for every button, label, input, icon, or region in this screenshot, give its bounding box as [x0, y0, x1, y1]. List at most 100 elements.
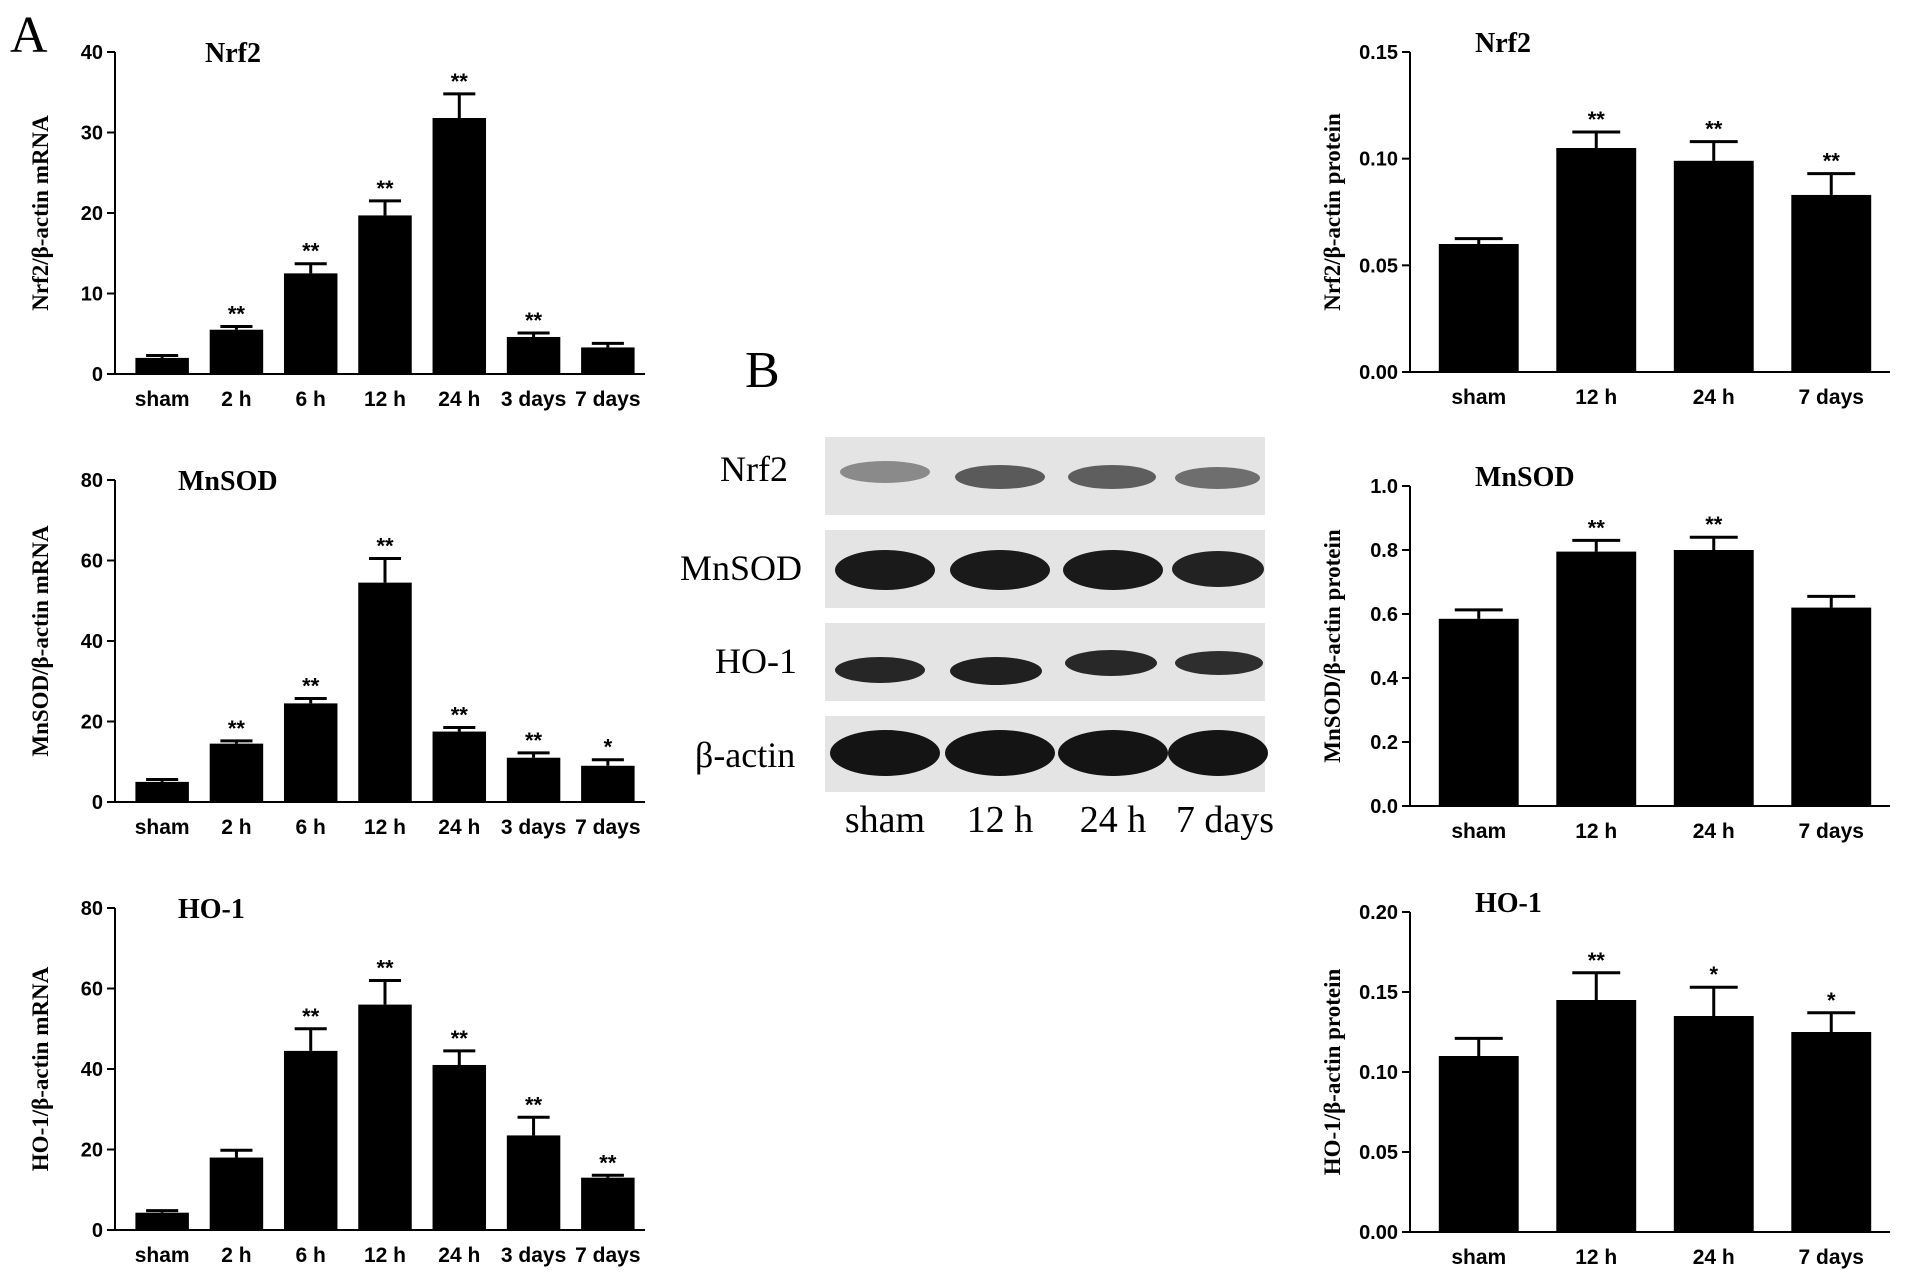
blot-band — [945, 730, 1055, 776]
chart-a-mnsod-mrna: 0 20 40 60 80 MnSOD/β-actin mRNA MnSOD sham ** 2 … — [28, 466, 645, 839]
y-axis-label: Nrf2/β-actin protein — [1320, 113, 1345, 311]
bar — [135, 357, 189, 374]
x-tick-label: 7 days — [1799, 386, 1864, 409]
y-tick-label: 1.0 — [1370, 476, 1398, 498]
y-axis-label: MnSOD/β-actin mRNA — [28, 525, 53, 757]
bar — [432, 118, 487, 374]
chart-title: MnSOD — [178, 466, 278, 497]
blot-lane-label: sham — [844, 799, 926, 841]
x-tick-label: 6 h — [296, 816, 326, 839]
significance-marker: ** — [1588, 107, 1606, 132]
bar — [432, 731, 487, 802]
significance-marker: ** — [1823, 149, 1841, 174]
y-tick-label: 0.15 — [1359, 982, 1398, 1004]
blot-band — [1063, 550, 1163, 590]
y-tick-label: 0.05 — [1359, 1142, 1398, 1164]
x-tick-label: 12 h — [364, 816, 406, 839]
significance-marker: ** — [1588, 515, 1606, 540]
x-tick-label: 24 h — [1693, 1246, 1735, 1269]
x-tick-label: sham — [1451, 386, 1506, 409]
y-tick-label: 20 — [81, 203, 103, 225]
significance-marker: ** — [228, 302, 246, 327]
x-tick-label: 24 h — [1693, 386, 1735, 409]
blot-band — [835, 550, 935, 590]
blot-band — [950, 550, 1050, 590]
y-tick-label: 0.4 — [1370, 668, 1399, 690]
y-tick-label: 0.6 — [1370, 604, 1398, 626]
y-tick-label: 80 — [81, 470, 103, 492]
bar — [506, 757, 561, 802]
x-tick-label: 6 h — [296, 1244, 326, 1267]
significance-marker: ** — [1705, 512, 1723, 537]
x-tick-label: 12 h — [1575, 1246, 1617, 1269]
chart-b-nrf2-protein: 0.00 0.05 0.10 0.15 Nrf2/β-actin protein Nrf2… — [1320, 28, 1890, 409]
chart-a-ho1-mrna: 0 20 40 60 80 HO-1/β-actin mRNA HO-1 sham 2 h ** 6… — [28, 894, 645, 1267]
y-tick-label: 30 — [81, 123, 103, 145]
blot-band — [1065, 650, 1157, 676]
blot-band — [830, 730, 940, 776]
x-tick-label: 7 days — [575, 816, 640, 839]
x-tick-label: sham — [135, 1244, 190, 1267]
bar — [1438, 244, 1519, 372]
significance-marker: ** — [302, 1004, 320, 1029]
bar — [581, 1177, 635, 1230]
bar — [1673, 550, 1754, 806]
bar — [209, 1157, 264, 1230]
significance-marker: ** — [451, 69, 469, 94]
significance-marker: ** — [525, 1092, 543, 1117]
x-tick-label: 12 h — [1575, 820, 1617, 843]
y-tick-label: 0.10 — [1359, 149, 1398, 171]
panel-label-b: B — [745, 342, 780, 399]
x-tick-label: 7 days — [1799, 820, 1864, 843]
bar — [581, 765, 635, 802]
x-tick-label: 12 h — [364, 1244, 406, 1267]
significance-marker: ** — [599, 1150, 617, 1175]
bar — [1791, 194, 1872, 372]
blot-band — [1168, 730, 1268, 776]
panel-label-a: A — [10, 7, 48, 64]
chart-title: Nrf2 — [1475, 28, 1531, 59]
y-tick-label: 0.15 — [1359, 42, 1398, 64]
significance-marker: * — [1827, 988, 1836, 1013]
y-tick-label: 0.20 — [1359, 902, 1398, 924]
significance-marker: ** — [376, 533, 394, 558]
chart-b-ho1-protein: 0.00 0.05 0.10 0.15 0.20 HO-1/β-actin protein… — [1320, 888, 1890, 1269]
blot-lane-label: 12 h — [966, 799, 1034, 841]
significance-marker: ** — [451, 1026, 469, 1051]
significance-marker: ** — [376, 955, 394, 980]
bar — [135, 781, 189, 802]
y-tick-label: 20 — [81, 712, 103, 734]
significance-marker: ** — [1705, 117, 1723, 142]
bar — [432, 1064, 487, 1230]
bar — [1791, 607, 1872, 806]
bar — [1556, 1000, 1637, 1232]
significance-marker: ** — [1588, 948, 1606, 973]
y-tick-label: 20 — [81, 1140, 103, 1162]
y-tick-label: 10 — [81, 284, 103, 306]
blot-lane-label: 24 h — [1079, 799, 1147, 841]
y-tick-label: 0 — [92, 364, 103, 386]
x-tick-label: 24 h — [438, 388, 480, 411]
bar — [358, 582, 412, 802]
y-tick-label: 80 — [81, 898, 103, 920]
significance-marker: ** — [302, 239, 320, 264]
bar — [1438, 1056, 1519, 1232]
bar — [358, 1004, 412, 1230]
significance-marker: ** — [525, 308, 543, 333]
bar — [1673, 1016, 1754, 1232]
significance-marker: * — [604, 735, 613, 760]
bar — [1791, 1032, 1872, 1232]
blot-band — [1175, 651, 1263, 675]
x-tick-label: 6 h — [296, 388, 326, 411]
y-tick-label: 0.0 — [1370, 796, 1398, 818]
y-tick-label: 0.2 — [1370, 732, 1398, 754]
blot-band — [955, 465, 1045, 489]
blot-lane-label: 7 days — [1175, 799, 1275, 841]
x-tick-label: 24 h — [438, 1244, 480, 1267]
x-tick-label: 7 days — [575, 1244, 640, 1267]
bar — [209, 743, 264, 802]
y-axis-label: MnSOD/β-actin protein — [1320, 529, 1345, 763]
x-tick-label: 2 h — [221, 1244, 251, 1267]
x-tick-label: sham — [1451, 1246, 1506, 1269]
y-tick-label: 0 — [92, 792, 103, 814]
